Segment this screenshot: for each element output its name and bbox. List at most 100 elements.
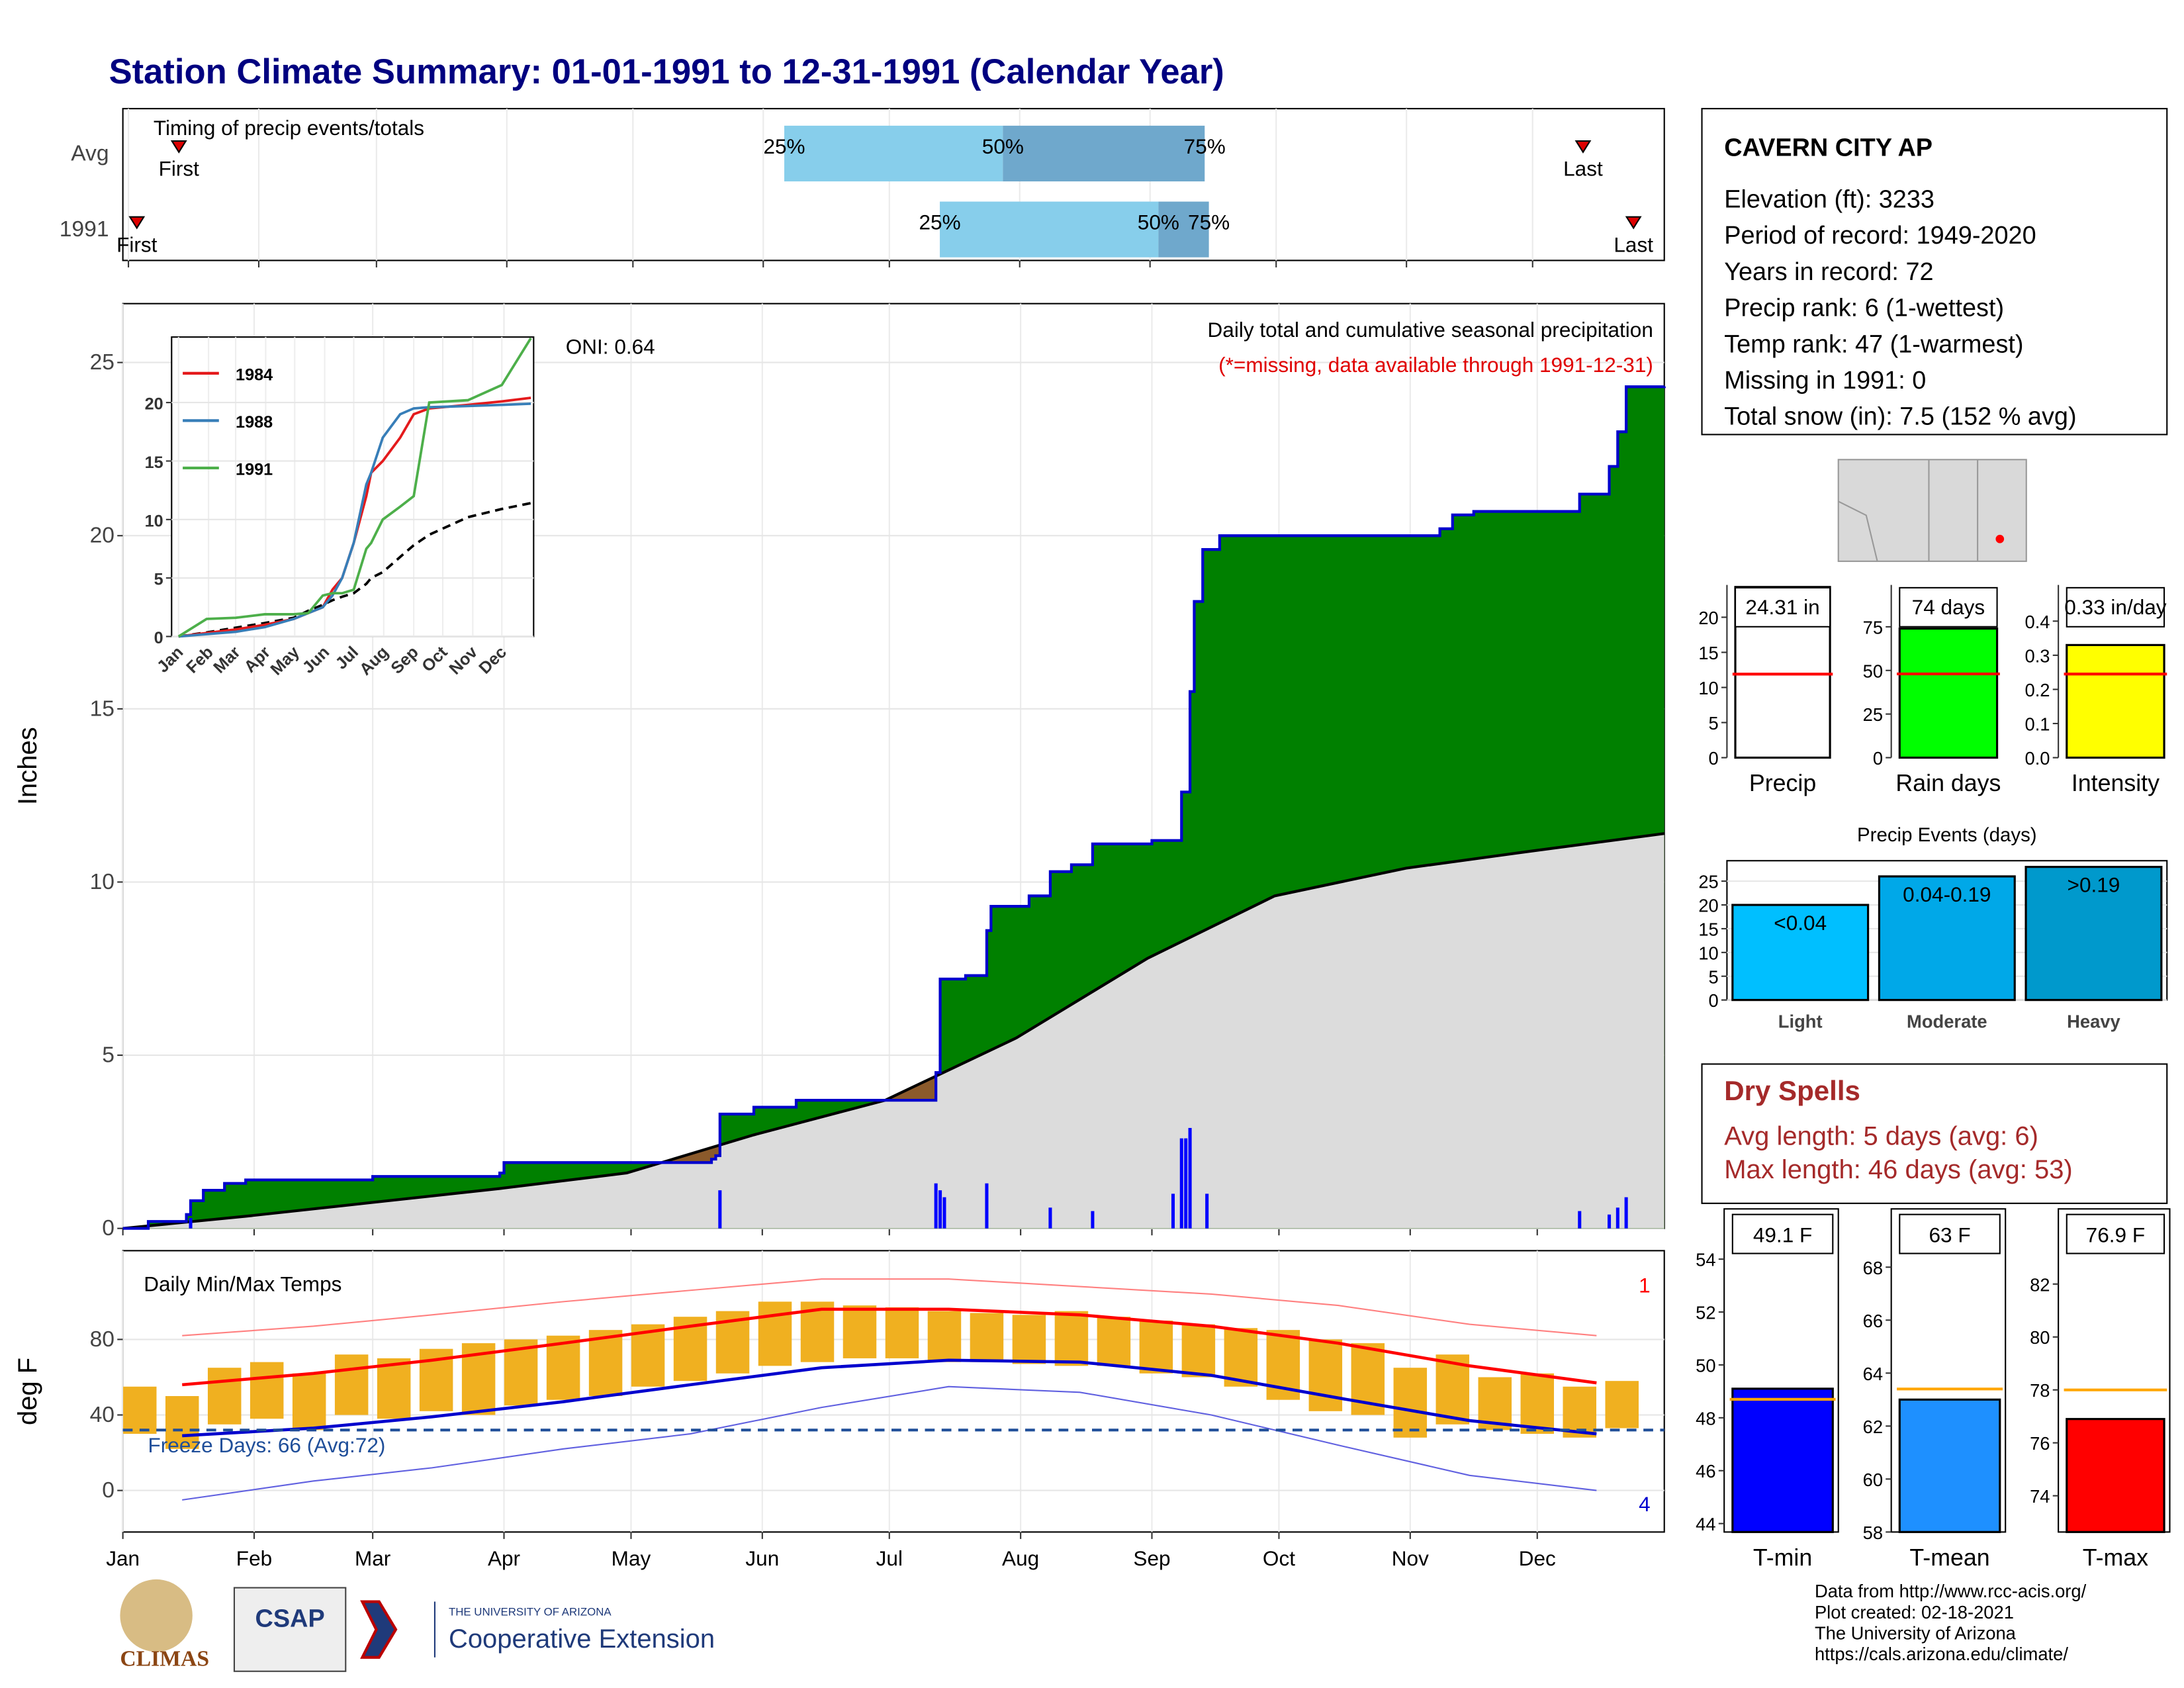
daily-bar bbox=[1179, 1138, 1183, 1229]
y-tick-label: 76 bbox=[2030, 1433, 2050, 1454]
info-line: Temp rank: 47 (1-warmest) bbox=[1724, 330, 2023, 358]
daily-range bbox=[588, 1330, 623, 1396]
daily-range bbox=[1097, 1317, 1131, 1366]
station-name: CAVERN CITY AP bbox=[1724, 134, 1933, 162]
y-tick-label: 15 bbox=[145, 453, 163, 472]
footer-line: https://cals.arizona.edu/climate/ bbox=[1815, 1644, 2068, 1664]
y-tick-label: 0.2 bbox=[2025, 680, 2050, 700]
logo-text: CSAP bbox=[255, 1605, 325, 1632]
quartile-bar bbox=[1158, 201, 1209, 258]
daily-range bbox=[1054, 1311, 1089, 1366]
y-tick-label: 52 bbox=[1696, 1303, 1715, 1323]
y-axis-label: deg F bbox=[13, 1358, 42, 1425]
category-label: Intensity bbox=[2071, 770, 2160, 796]
footer-line: Data from http://www.rcc-acis.org/ bbox=[1815, 1581, 2087, 1601]
quantile-label: 25% bbox=[919, 211, 960, 234]
annotation: ONI: 0.64 bbox=[566, 334, 655, 358]
page-title: Station Climate Summary: 01-01-1991 to 1… bbox=[109, 52, 1224, 91]
daily-range bbox=[1181, 1324, 1216, 1378]
info-box bbox=[1701, 108, 2168, 436]
category-label: T-max bbox=[2083, 1544, 2148, 1571]
daily-range bbox=[970, 1313, 1004, 1362]
series-line bbox=[177, 337, 532, 638]
y-tick-label: 0 bbox=[1709, 748, 1719, 769]
y-tick-label: 20 bbox=[1698, 896, 1718, 916]
info-line: Period of record: 1949-2020 bbox=[1724, 222, 2036, 250]
daily-bar bbox=[1578, 1211, 1582, 1229]
daily-bar bbox=[1171, 1194, 1175, 1229]
daily-range bbox=[1605, 1381, 1639, 1429]
value-label: 0.33 in/day bbox=[2064, 595, 2167, 619]
timing-marker bbox=[1574, 140, 1592, 154]
y-tick-label: 0 bbox=[102, 1216, 114, 1241]
quantile-label: 75% bbox=[1184, 134, 1226, 158]
daily-range bbox=[927, 1311, 962, 1362]
quartile-bar bbox=[940, 201, 1159, 258]
x-tick-label: Oct bbox=[1263, 1546, 1295, 1570]
daily-range bbox=[546, 1335, 580, 1400]
category-label: Precip bbox=[1749, 770, 1816, 796]
category-label: T-min bbox=[1753, 1544, 1812, 1571]
normal-area bbox=[122, 833, 1664, 1229]
category-label: Moderate bbox=[1907, 1011, 1987, 1032]
x-tick-label: Dec bbox=[1519, 1546, 1556, 1570]
daily-range bbox=[207, 1368, 242, 1425]
category-label: T-mean bbox=[1909, 1544, 1989, 1571]
daily-range bbox=[1520, 1373, 1555, 1434]
y-tick-label: 54 bbox=[1696, 1250, 1715, 1270]
quantile-label: 50% bbox=[1138, 211, 1179, 234]
value-label: 63 F bbox=[1929, 1223, 1970, 1247]
x-tick-label: Feb bbox=[236, 1546, 272, 1570]
daily-range bbox=[1012, 1315, 1046, 1364]
bin-label: 0.04-0.19 bbox=[1903, 882, 1991, 906]
timing-marker bbox=[170, 140, 187, 154]
y-tick-label: 62 bbox=[1863, 1417, 1883, 1437]
daily-bar bbox=[1624, 1197, 1628, 1229]
record-count: 1 bbox=[1639, 1273, 1651, 1297]
daily-bar bbox=[1188, 1127, 1192, 1229]
y-tick-label: 25 bbox=[1698, 872, 1718, 892]
record-count: 4 bbox=[1639, 1492, 1651, 1516]
daily-range bbox=[165, 1395, 199, 1449]
y-tick-label: 5 bbox=[1709, 713, 1719, 733]
y-tick-label: 10 bbox=[90, 870, 114, 894]
quantile-label: 75% bbox=[1188, 211, 1230, 234]
value-box bbox=[1731, 1213, 1834, 1254]
dry-spells-line: Avg length: 5 days (avg: 6) bbox=[1724, 1121, 2038, 1150]
daily-bar bbox=[938, 1190, 942, 1229]
quartile-bar bbox=[784, 125, 1003, 182]
daily-range bbox=[334, 1354, 369, 1415]
y-tick-label: 44 bbox=[1696, 1514, 1715, 1534]
row-label: Avg bbox=[71, 141, 109, 165]
daily-bar bbox=[718, 1190, 722, 1229]
category-label: Heavy bbox=[2067, 1011, 2120, 1032]
daily-bar bbox=[1091, 1211, 1095, 1229]
daily-range bbox=[1224, 1328, 1258, 1387]
x-tick-label: Jan bbox=[106, 1546, 140, 1570]
info-line: Elevation (ft): 3233 bbox=[1724, 185, 1934, 213]
y-tick-label: 68 bbox=[1863, 1258, 1883, 1278]
logo-text: Cooperative Extension bbox=[449, 1624, 715, 1654]
value-label: 76.9 F bbox=[2086, 1223, 2145, 1247]
annotation: Daily total and cumulative seasonal prec… bbox=[1208, 318, 1653, 342]
logos-art bbox=[120, 1579, 435, 1672]
normal-max-line bbox=[182, 1307, 1597, 1387]
y-tick-label: 78 bbox=[2030, 1380, 2050, 1401]
y-tick-label: 5 bbox=[154, 571, 163, 589]
timing-label: Last bbox=[1614, 232, 1653, 256]
timing-marker bbox=[128, 216, 146, 230]
y-tick-label: 0 bbox=[1709, 990, 1719, 1011]
x-tick-label: Aug bbox=[1002, 1546, 1039, 1570]
y-tick-label: 15 bbox=[90, 696, 114, 721]
y-tick-label: 80 bbox=[90, 1327, 114, 1352]
value-label: 24.31 in bbox=[1745, 595, 1819, 619]
value-box bbox=[1899, 1213, 2001, 1254]
y-axis-label: Inches bbox=[13, 727, 42, 805]
annotation: (*=missing, data available through 1991-… bbox=[1218, 353, 1653, 377]
category-label: Rain days bbox=[1895, 770, 2001, 796]
panel-title: Precip Events (days) bbox=[1857, 824, 2037, 846]
bin-label: >0.19 bbox=[2068, 872, 2120, 896]
y-tick-label: 15 bbox=[1698, 643, 1718, 663]
bar bbox=[1878, 875, 2016, 1002]
